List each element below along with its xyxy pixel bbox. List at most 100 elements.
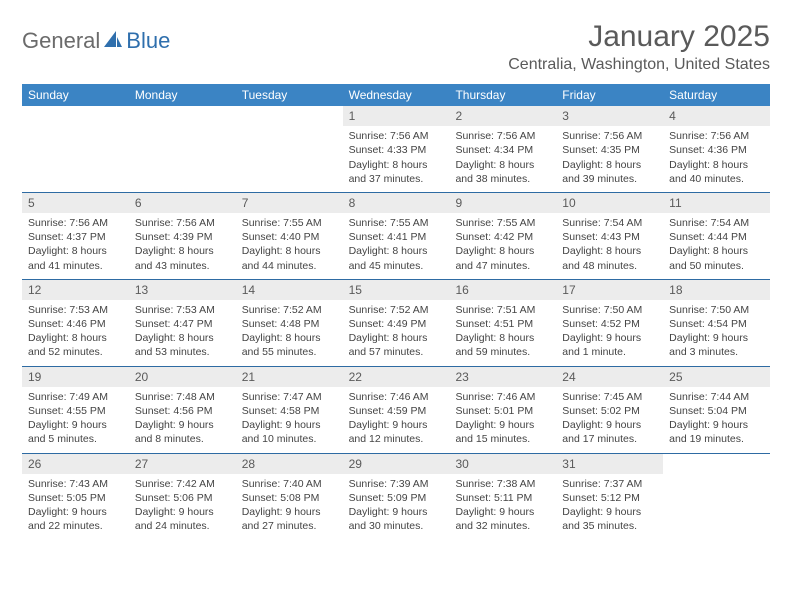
daylight-line: Daylight: 8 hours and 43 minutes. xyxy=(135,244,230,272)
day-number: 20 xyxy=(129,367,236,387)
day-cell xyxy=(22,106,129,192)
logo: General Blue xyxy=(22,20,170,54)
sunset-line: Sunset: 4:58 PM xyxy=(242,404,337,418)
dow-cell: Thursday xyxy=(449,84,556,106)
day-cell xyxy=(236,106,343,192)
daylight-line: Daylight: 9 hours and 35 minutes. xyxy=(562,505,657,533)
sunrise-line: Sunrise: 7:38 AM xyxy=(455,477,550,491)
daylight-line: Daylight: 8 hours and 53 minutes. xyxy=(135,331,230,359)
daylight-line: Daylight: 9 hours and 5 minutes. xyxy=(28,418,123,446)
sunset-line: Sunset: 4:55 PM xyxy=(28,404,123,418)
day-number: 21 xyxy=(236,367,343,387)
day-cell: 10Sunrise: 7:54 AMSunset: 4:43 PMDayligh… xyxy=(556,193,663,279)
sunset-line: Sunset: 4:46 PM xyxy=(28,317,123,331)
sunset-line: Sunset: 4:56 PM xyxy=(135,404,230,418)
sunset-line: Sunset: 4:51 PM xyxy=(455,317,550,331)
sunset-line: Sunset: 5:02 PM xyxy=(562,404,657,418)
day-number: 6 xyxy=(129,193,236,213)
day-content: Sunrise: 7:51 AMSunset: 4:51 PMDaylight:… xyxy=(449,303,556,360)
day-number: 9 xyxy=(449,193,556,213)
day-content: Sunrise: 7:55 AMSunset: 4:41 PMDaylight:… xyxy=(343,216,450,273)
sunset-line: Sunset: 5:08 PM xyxy=(242,491,337,505)
day-content: Sunrise: 7:46 AMSunset: 5:01 PMDaylight:… xyxy=(449,390,556,447)
day-of-week-header: SundayMondayTuesdayWednesdayThursdayFrid… xyxy=(22,84,770,106)
weeks-container: 1Sunrise: 7:56 AMSunset: 4:33 PMDaylight… xyxy=(22,106,770,539)
day-cell: 9Sunrise: 7:55 AMSunset: 4:42 PMDaylight… xyxy=(449,193,556,279)
daylight-line: Daylight: 9 hours and 19 minutes. xyxy=(669,418,764,446)
day-number: 16 xyxy=(449,280,556,300)
day-cell: 11Sunrise: 7:54 AMSunset: 4:44 PMDayligh… xyxy=(663,193,770,279)
day-number: 23 xyxy=(449,367,556,387)
day-content: Sunrise: 7:39 AMSunset: 5:09 PMDaylight:… xyxy=(343,477,450,534)
sunset-line: Sunset: 4:33 PM xyxy=(349,143,444,157)
sunset-line: Sunset: 4:48 PM xyxy=(242,317,337,331)
page-title: January 2025 xyxy=(508,20,770,54)
sunset-line: Sunset: 4:37 PM xyxy=(28,230,123,244)
day-cell: 6Sunrise: 7:56 AMSunset: 4:39 PMDaylight… xyxy=(129,193,236,279)
sunrise-line: Sunrise: 7:51 AM xyxy=(455,303,550,317)
sunset-line: Sunset: 4:35 PM xyxy=(562,143,657,157)
day-cell: 31Sunrise: 7:37 AMSunset: 5:12 PMDayligh… xyxy=(556,454,663,540)
sunset-line: Sunset: 4:59 PM xyxy=(349,404,444,418)
sunrise-line: Sunrise: 7:53 AM xyxy=(28,303,123,317)
daylight-line: Daylight: 8 hours and 47 minutes. xyxy=(455,244,550,272)
day-number: 30 xyxy=(449,454,556,474)
sunset-line: Sunset: 5:04 PM xyxy=(669,404,764,418)
sunset-line: Sunset: 4:49 PM xyxy=(349,317,444,331)
day-cell: 29Sunrise: 7:39 AMSunset: 5:09 PMDayligh… xyxy=(343,454,450,540)
daylight-line: Daylight: 8 hours and 52 minutes. xyxy=(28,331,123,359)
day-cell: 14Sunrise: 7:52 AMSunset: 4:48 PMDayligh… xyxy=(236,280,343,366)
sunset-line: Sunset: 4:43 PM xyxy=(562,230,657,244)
sunrise-line: Sunrise: 7:56 AM xyxy=(455,129,550,143)
header: General Blue January 2025 Centralia, Was… xyxy=(22,20,770,74)
sunrise-line: Sunrise: 7:49 AM xyxy=(28,390,123,404)
day-content: Sunrise: 7:56 AMSunset: 4:35 PMDaylight:… xyxy=(556,129,663,186)
daylight-line: Daylight: 9 hours and 24 minutes. xyxy=(135,505,230,533)
dow-cell: Friday xyxy=(556,84,663,106)
daylight-line: Daylight: 8 hours and 57 minutes. xyxy=(349,331,444,359)
sunrise-line: Sunrise: 7:56 AM xyxy=(28,216,123,230)
daylight-line: Daylight: 8 hours and 40 minutes. xyxy=(669,158,764,186)
logo-sail-icon xyxy=(102,29,124,54)
day-content: Sunrise: 7:55 AMSunset: 4:40 PMDaylight:… xyxy=(236,216,343,273)
day-cell: 21 Sunrise: 7:47 AMSunset: 4:58 PMDayligh… xyxy=(236,367,343,453)
day-cell: 26Sunrise: 7:43 AMSunset: 5:05 PMDayligh… xyxy=(22,454,129,540)
day-cell: 19 Sunrise: 7:49 AMSunset: 4:55 PMDayligh… xyxy=(22,367,129,453)
daylight-line: Daylight: 9 hours and 22 minutes. xyxy=(28,505,123,533)
day-number: 11 xyxy=(663,193,770,213)
sunset-line: Sunset: 4:42 PM xyxy=(455,230,550,244)
sunrise-line: Sunrise: 7:55 AM xyxy=(349,216,444,230)
day-number: 18 xyxy=(663,280,770,300)
day-cell: 4Sunrise: 7:56 AMSunset: 4:36 PMDaylight… xyxy=(663,106,770,192)
day-number: 17 xyxy=(556,280,663,300)
sunrise-line: Sunrise: 7:54 AM xyxy=(562,216,657,230)
daylight-line: Daylight: 9 hours and 32 minutes. xyxy=(455,505,550,533)
daylight-line: Daylight: 9 hours and 1 minute. xyxy=(562,331,657,359)
day-content: Sunrise: 7:37 AMSunset: 5:12 PMDaylight:… xyxy=(556,477,663,534)
daylight-line: Daylight: 8 hours and 45 minutes. xyxy=(349,244,444,272)
day-number: 27 xyxy=(129,454,236,474)
day-cell: 25Sunrise: 7:44 AMSunset: 5:04 PMDayligh… xyxy=(663,367,770,453)
day-cell: 2Sunrise: 7:56 AMSunset: 4:34 PMDaylight… xyxy=(449,106,556,192)
sunset-line: Sunset: 4:36 PM xyxy=(669,143,764,157)
sunrise-line: Sunrise: 7:48 AM xyxy=(135,390,230,404)
day-number: 19 xyxy=(22,367,129,387)
dow-cell: Wednesday xyxy=(343,84,450,106)
sunrise-line: Sunrise: 7:55 AM xyxy=(242,216,337,230)
sunset-line: Sunset: 4:44 PM xyxy=(669,230,764,244)
day-number: 3 xyxy=(556,106,663,126)
sunset-line: Sunset: 4:41 PM xyxy=(349,230,444,244)
day-content: Sunrise: 7:52 AMSunset: 4:48 PMDaylight:… xyxy=(236,303,343,360)
sunrise-line: Sunrise: 7:47 AM xyxy=(242,390,337,404)
day-content: Sunrise: 7:56 AMSunset: 4:33 PMDaylight:… xyxy=(343,129,450,186)
day-number: 26 xyxy=(22,454,129,474)
sunrise-line: Sunrise: 7:42 AM xyxy=(135,477,230,491)
day-number: 24 xyxy=(556,367,663,387)
daylight-line: Daylight: 9 hours and 8 minutes. xyxy=(135,418,230,446)
sunset-line: Sunset: 4:47 PM xyxy=(135,317,230,331)
sunrise-line: Sunrise: 7:37 AM xyxy=(562,477,657,491)
day-number: 5 xyxy=(22,193,129,213)
day-cell: 18Sunrise: 7:50 AMSunset: 4:54 PMDayligh… xyxy=(663,280,770,366)
day-content: Sunrise: 7:47 AMSunset: 4:58 PMDaylight:… xyxy=(236,390,343,447)
sunrise-line: Sunrise: 7:56 AM xyxy=(669,129,764,143)
